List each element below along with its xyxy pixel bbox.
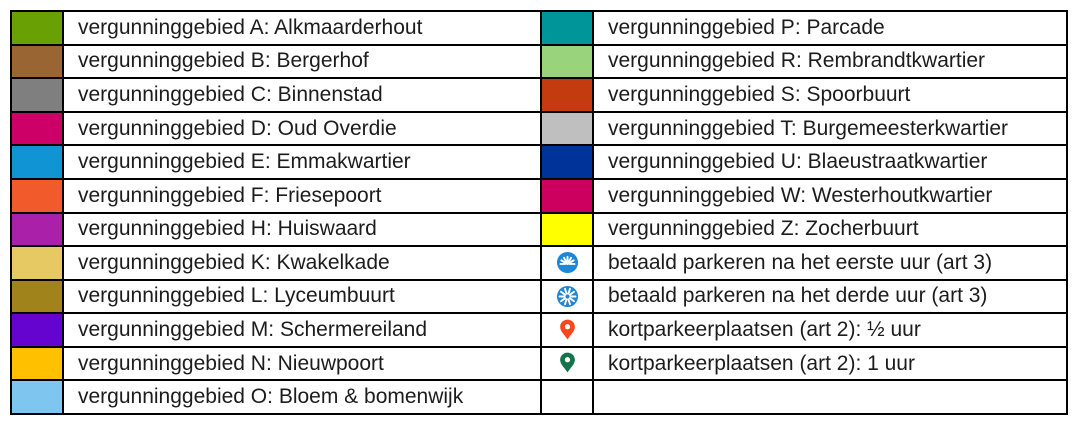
legend-label: vergunninggebied P: Parcade: [608, 15, 885, 39]
legend-label: vergunninggebied D: Oud Overdie: [78, 116, 397, 140]
short-stay-half-hour-pin-icon: [559, 319, 575, 340]
legend-label: vergunninggebied T: Burgemeesterkwartier: [608, 116, 1009, 140]
legend-swatch-Z: [542, 213, 592, 246]
legend-label-cell: vergunninggebied N: Nieuwpoort: [64, 347, 540, 380]
legend-label: vergunninggebied C: Binnenstad: [78, 82, 383, 106]
legend-label-cell: vergunninggebied C: Binnenstad: [64, 79, 540, 111]
legend-table: vergunninggebied A: Alkmaarderhout vergun…: [10, 10, 1068, 415]
legend-label: vergunninggebied M: Schermereiland: [78, 318, 428, 342]
legend-label: vergunninggebied N: Nieuwpoort: [78, 351, 384, 375]
legend-swatch-T: [542, 112, 592, 145]
legend-label-cell: vergunninggebied D: Oud Overdie: [64, 112, 540, 145]
legend-swatch-D: [12, 112, 62, 145]
legend-label: vergunninggebied O: Bloem & bomenwijk: [78, 385, 464, 409]
legend-label-cell: vergunninggebied W: Westerhoutkwartier: [594, 179, 1066, 212]
legend-label-cell: vergunninggebied A: Alkmaarderhout: [64, 12, 540, 44]
legend-swatch-W: [542, 179, 592, 212]
paid-parking-first-hour-icon-cell: [542, 247, 592, 279]
paid-parking-third-hour-icon: [556, 285, 578, 307]
legend-swatch-E: [12, 146, 62, 178]
legend-label-cell: betaald parkeren na het derde uur (art 3…: [594, 280, 1066, 313]
legend-label: vergunninggebied Z: Zocherbuurt: [608, 217, 919, 241]
legend-label: betaald parkeren na het derde uur (art 3…: [608, 284, 988, 308]
legend-swatch-empty: [542, 381, 592, 413]
legend-label: vergunninggebied E: Emmakwartier: [78, 150, 411, 174]
legend-label: kortparkeerplaatsen (art 2): ½ uur: [608, 318, 921, 342]
legend-label: vergunninggebied H: Huiswaard: [78, 217, 377, 241]
legend-label-cell: vergunninggebied Z: Zocherbuurt: [594, 213, 1066, 246]
legend-label: vergunninggebied R: Rembrandtkwartier: [608, 49, 986, 73]
legend-swatch-R: [542, 45, 592, 78]
legend-swatch-F: [12, 179, 62, 212]
legend-label-cell: vergunninggebied E: Emmakwartier: [64, 146, 540, 178]
legend-label: vergunninggebied K: Kwakelkade: [78, 250, 390, 274]
legend-label-cell: vergunninggebied F: Friesepoort: [64, 179, 540, 212]
legend-label: vergunninggebied F: Friesepoort: [78, 183, 382, 207]
legend-label-cell: vergunninggebied T: Burgemeesterkwartier: [594, 112, 1066, 145]
legend-label-cell: vergunninggebied H: Huiswaard: [64, 213, 540, 246]
legend-label: vergunninggebied W: Westerhoutkwartier: [608, 183, 993, 207]
legend-label: vergunninggebied A: Alkmaarderhout: [78, 15, 423, 39]
legend-label: vergunninggebied S: Spoorbuurt: [608, 82, 911, 106]
legend-label-cell-empty: [594, 381, 1066, 413]
legend-label-cell: vergunninggebied M: Schermereiland: [64, 314, 540, 346]
legend-swatch-M: [12, 314, 62, 346]
legend-label-cell: vergunninggebied K: Kwakelkade: [64, 247, 540, 279]
legend-swatch-H: [12, 213, 62, 246]
legend-label: kortparkeerplaatsen (art 2): 1 uur: [608, 351, 915, 375]
legend-swatch-K: [12, 247, 62, 279]
legend-swatch-P: [542, 12, 592, 44]
short-stay-one-hour-pin-icon-cell: [542, 347, 592, 380]
legend-label-cell: vergunninggebied B: Bergerhof: [64, 45, 540, 78]
legend-label-cell: vergunninggebied U: Blaeustraatkwartier: [594, 146, 1066, 178]
legend-label-cell: kortparkeerplaatsen (art 2): 1 uur: [594, 347, 1066, 380]
legend-label: vergunninggebied B: Bergerhof: [78, 49, 369, 73]
legend-label-cell: kortparkeerplaatsen (art 2): ½ uur: [594, 314, 1066, 346]
legend-swatch-N: [12, 347, 62, 380]
legend-label-cell: vergunninggebied P: Parcade: [594, 12, 1066, 44]
legend-label-cell: vergunninggebied L: Lyceumbuurt: [64, 280, 540, 313]
legend-label-cell: vergunninggebied R: Rembrandtkwartier: [594, 45, 1066, 78]
legend-swatch-B: [12, 45, 62, 78]
legend-label: vergunninggebied U: Blaeustraatkwartier: [608, 150, 988, 174]
legend-label-cell: betaald parkeren na het eerste uur (art …: [594, 247, 1066, 279]
short-stay-one-hour-pin-icon: [559, 352, 575, 373]
legend-label: betaald parkeren na het eerste uur (art …: [608, 250, 993, 274]
legend-swatch-U: [542, 146, 592, 178]
legend-swatch-O: [12, 381, 62, 413]
legend-swatch-S: [542, 79, 592, 111]
paid-parking-third-hour-icon-cell: [542, 280, 592, 313]
legend-swatch-L: [12, 280, 62, 313]
legend-label-cell: vergunninggebied S: Spoorbuurt: [594, 79, 1066, 111]
legend-swatch-A: [12, 12, 62, 44]
legend-label: vergunninggebied L: Lyceumbuurt: [78, 284, 395, 308]
legend-label-cell: vergunninggebied O: Bloem & bomenwijk: [64, 381, 540, 413]
short-stay-half-hour-pin-icon-cell: [542, 314, 592, 346]
legend-swatch-C: [12, 79, 62, 111]
paid-parking-first-hour-icon: [556, 252, 578, 274]
